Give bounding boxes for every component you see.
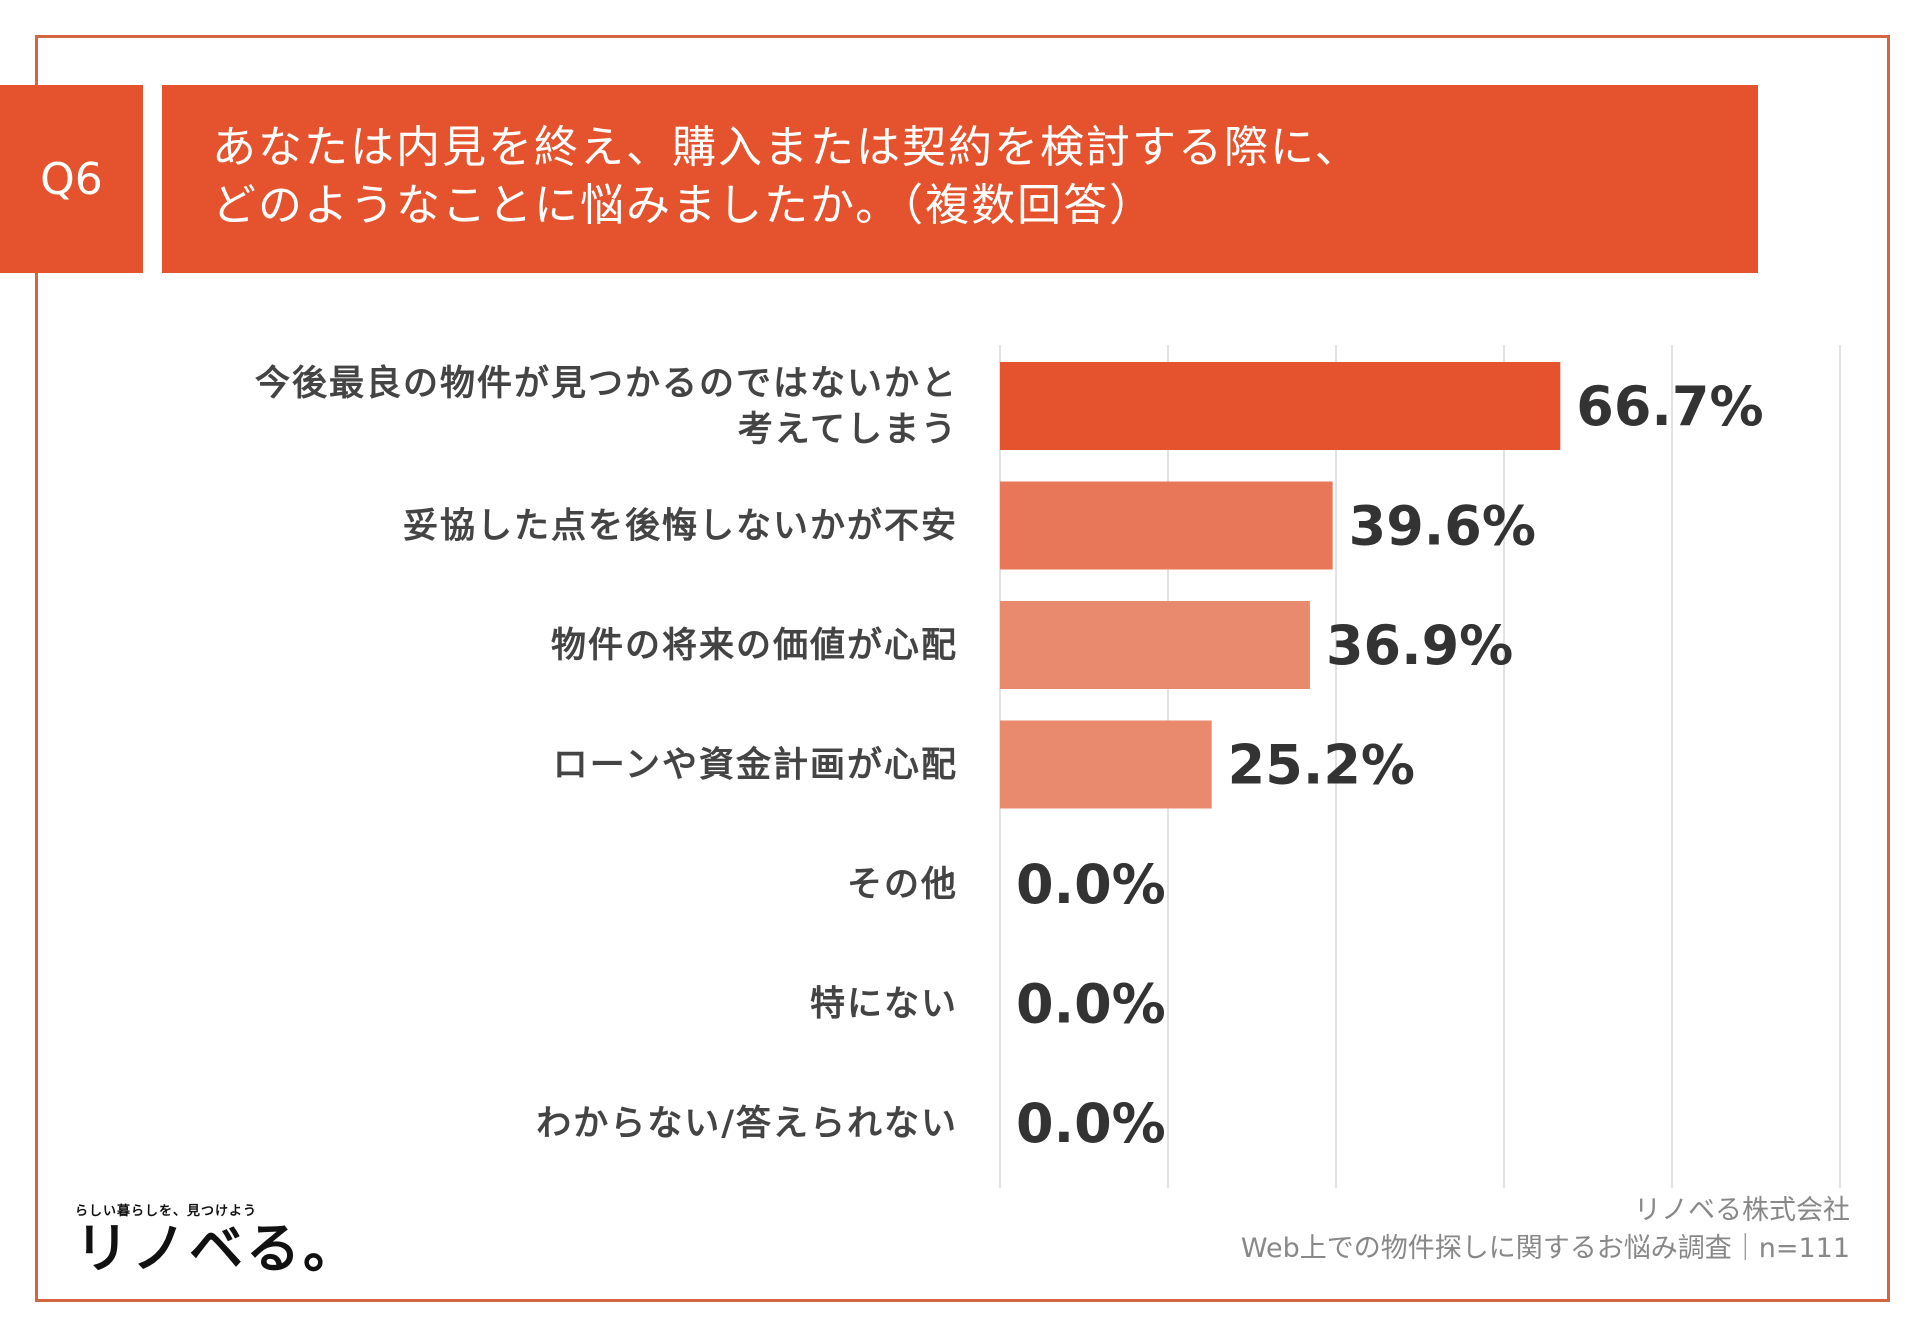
category-label: 特にない <box>810 985 958 1025</box>
category-label: ローンや資金計画が心配 <box>553 745 958 786</box>
source-survey: Web上での物件探しに関するお悩み調査｜n=111 <box>1240 1233 1850 1264</box>
source-company: リノベる株式会社 <box>1634 1195 1850 1226</box>
bar <box>1000 362 1561 450</box>
category-label: 妥協した点を後悔しないかが不安 <box>403 507 958 547</box>
data-label: 36.9% <box>1326 614 1513 677</box>
category-label: 考えてしまう <box>738 410 958 450</box>
data-label: 0.0% <box>1016 973 1166 1036</box>
question-title: あなたは内見を終え、購入または契約を検討する際に、 どのようなことに悩みましたか… <box>162 85 1758 273</box>
question-number-badge: Q6 <box>0 85 143 273</box>
logo-brand: リノベる。 <box>75 1217 360 1280</box>
bar <box>1000 481 1333 570</box>
data-label: 25.2% <box>1228 734 1415 797</box>
question-title-line-1: あなたは内見を終え、購入または契約を検討する際に、 <box>212 122 1361 173</box>
category-label: わからない/答えられない <box>536 1104 958 1144</box>
category-label: 物件の将来の価値が心配 <box>551 626 958 666</box>
slide-frame <box>35 35 1890 1302</box>
question-title-line-2: どのようなことに悩みましたか。（複数回答） <box>212 180 1156 231</box>
source-note: リノベる株式会社 Web上での物件探しに関するお悩み調査｜n=111 <box>1241 1192 1850 1268</box>
data-label: 0.0% <box>1016 1092 1166 1155</box>
data-label: 39.6% <box>1349 495 1536 558</box>
category-label: その他 <box>847 865 958 905</box>
company-logo: らしい暮らしを、見つけよう リノベる。 <box>75 1200 360 1279</box>
logo-tagline: らしい暮らしを、見つけよう <box>75 1204 258 1219</box>
category-label: 今後最良の物件が見つかるのではないかと <box>255 364 958 404</box>
bar <box>1000 720 1212 809</box>
data-label: 66.7% <box>1576 375 1763 438</box>
bar <box>1000 601 1310 689</box>
data-label: 0.0% <box>1016 853 1166 916</box>
